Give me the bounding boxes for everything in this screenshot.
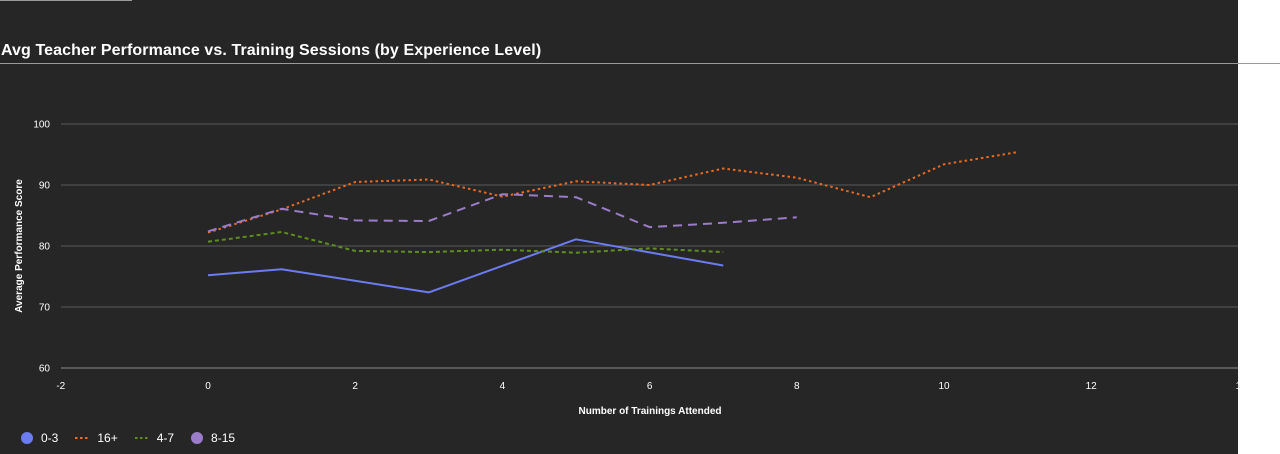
x-axis-label: Number of Trainings Attended	[579, 406, 722, 417]
line-chart: -2 0 2 4 6 8 10 12 1 60 70 80 90 100 Number of Train…	[14, 120, 1238, 417]
series-line-16+	[207, 151, 1018, 234]
x-tick-label: 1	[1236, 381, 1238, 392]
legend-label: 16+	[97, 431, 118, 445]
circle-marker-icon	[21, 432, 33, 444]
legend-item[interactable]: 16+	[74, 431, 118, 445]
chart-panel	[0, 0, 1238, 454]
legend-label: 0-3	[41, 431, 59, 445]
x-tick-label: 6	[647, 381, 653, 392]
dash-marker-icon	[75, 437, 90, 439]
gridlines	[61, 123, 1238, 369]
dash-marker-icon	[134, 437, 149, 439]
series-line-8-15	[207, 193, 797, 233]
x-tick-label: 8	[794, 381, 800, 392]
legend-label: 8-15	[211, 431, 236, 445]
legend-label: 4-7	[156, 431, 175, 445]
x-tick-label: 10	[938, 381, 950, 392]
series-line-4-7	[207, 231, 724, 254]
legend-item[interactable]: 4-7	[134, 431, 174, 445]
circle-marker-icon	[191, 432, 204, 444]
x-axis-ticks: -2 0 2 4 6 8 10 12 1	[56, 381, 1238, 392]
y-tick-label: 60	[39, 364, 51, 375]
legend-item[interactable]: 0-3	[20, 431, 58, 445]
y-tick-label: 80	[39, 242, 51, 253]
x-tick-label: 4	[500, 381, 506, 392]
x-tick-label: 0	[205, 381, 211, 392]
x-tick-label: 2	[352, 381, 358, 392]
chart-title: Avg Teacher Performance vs. Training Ses…	[1, 42, 542, 59]
x-tick-label: -2	[56, 381, 65, 392]
y-axis-ticks: 60 70 80 90 100	[33, 120, 50, 375]
series-line-0-3	[207, 238, 724, 294]
y-tick-label: 100	[33, 120, 50, 131]
y-tick-label: 90	[39, 181, 51, 192]
y-tick-label: 70	[39, 303, 51, 314]
legend-item[interactable]: 8-15	[190, 431, 235, 445]
y-axis-label: Average Performance Score	[14, 179, 25, 313]
series-lines	[207, 151, 1018, 294]
top-tab-indicator	[0, 0, 132, 1]
title-divider	[0, 63, 1280, 64]
x-tick-label: 12	[1086, 381, 1098, 392]
legend: 0-3 16+ 4-7 8-15	[20, 430, 251, 446]
